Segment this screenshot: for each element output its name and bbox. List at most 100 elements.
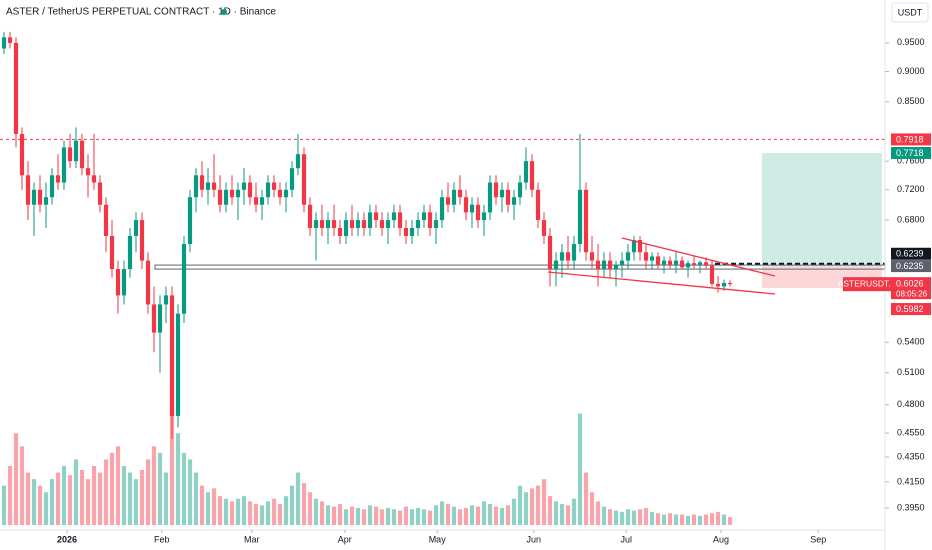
candle-body [691, 263, 697, 265]
volume-bar [301, 483, 307, 525]
volume-bar [313, 498, 319, 525]
drawings [0, 138, 886, 289]
candle-body [361, 220, 367, 228]
volume-bar [619, 511, 625, 525]
volume-bar [577, 413, 583, 525]
candle-body [457, 189, 463, 198]
candle-body [229, 189, 235, 198]
volume-bar [43, 492, 49, 525]
candle-body [187, 197, 193, 245]
price-label-box [891, 133, 931, 146]
target-zone [762, 152, 882, 267]
volume-bar [613, 510, 619, 525]
candle-body [445, 197, 451, 205]
volume-bar [217, 496, 223, 525]
volume-bar [259, 505, 265, 525]
candle-body [523, 161, 529, 183]
trendline-lower [547, 271, 776, 295]
volume-bar [673, 514, 679, 525]
candle-body [451, 189, 457, 205]
candle-body [625, 252, 631, 261]
y-tick-label: 0.4150 [897, 476, 925, 486]
candle-body [1, 37, 7, 49]
volume-bar [529, 488, 535, 525]
volume-bar [19, 446, 25, 525]
volume-bar [691, 514, 697, 525]
candle-body [37, 189, 43, 205]
volume-bar [103, 459, 109, 525]
volume-bar [193, 472, 199, 525]
candle-body [307, 204, 313, 228]
candle-body [343, 220, 349, 236]
volume-bar [253, 504, 259, 525]
candle-body [331, 220, 337, 228]
symbol-label: ASTERUSDT.P [838, 278, 897, 288]
price-label-box [891, 247, 931, 260]
candle-body [469, 204, 475, 213]
volume-bar [379, 509, 385, 525]
x-tick-label: Sep [810, 534, 826, 544]
price-label: 0.5982 [896, 304, 924, 314]
candle-body [25, 175, 31, 205]
volume-bar [73, 459, 79, 525]
volume-bar [385, 507, 391, 525]
candle-body [661, 260, 667, 265]
candle-body [367, 212, 373, 228]
volume-bar [289, 485, 295, 525]
volume-bar [697, 515, 703, 525]
y-tick-label: 0.8500 [897, 96, 925, 106]
x-tick-label: 2026 [57, 534, 77, 544]
volume-bar [523, 492, 529, 525]
volume-bar [601, 506, 607, 525]
candle-body [235, 189, 241, 198]
volume-bar [187, 459, 193, 525]
volume-bar [457, 509, 463, 525]
candle-body [61, 147, 67, 183]
volume-bar [91, 466, 97, 525]
x-tick-label: Apr [338, 534, 352, 544]
volume-bar [625, 509, 631, 525]
y-tick-label: 0.4550 [897, 427, 925, 437]
candle-body [715, 283, 721, 287]
candle-body [571, 244, 577, 261]
candle-body [421, 212, 427, 221]
price-label: 0.6235 [896, 261, 924, 271]
volume-bar [319, 501, 325, 525]
candle-body [67, 147, 73, 162]
volume-bar [151, 446, 157, 525]
candle-body [13, 42, 19, 134]
volume-bar [241, 496, 247, 525]
volume-bar [727, 517, 733, 525]
volume-bar [721, 514, 727, 525]
candle-body [145, 260, 151, 305]
candle-body [85, 168, 91, 176]
candle-body [667, 260, 673, 265]
volume-bar [475, 506, 481, 525]
volume-bar [487, 504, 493, 525]
volume-bar [307, 492, 313, 525]
volume-bar [505, 505, 511, 525]
candle-body [583, 189, 589, 253]
volume-bar [271, 498, 277, 525]
candle-body [79, 140, 85, 169]
candle-body [223, 189, 229, 205]
volume-bar [211, 488, 217, 525]
candle-body [613, 264, 619, 270]
volume-bar [421, 509, 427, 525]
volume-bar [559, 504, 565, 525]
volume-bar [397, 510, 403, 525]
volume-bar [283, 496, 289, 525]
volume-bar [451, 506, 457, 525]
volume-bar [181, 452, 187, 525]
candle-body [355, 220, 361, 228]
last-price: 0.6026 [896, 279, 924, 289]
candle-body [91, 175, 97, 183]
volume-bar [169, 407, 175, 525]
volume-bar [553, 501, 559, 525]
candle-body [499, 189, 505, 198]
volume-bar [157, 452, 163, 525]
x-tick-label: Aug [713, 534, 729, 544]
candle-body [379, 220, 385, 228]
x-tick-label: Feb [154, 534, 170, 544]
